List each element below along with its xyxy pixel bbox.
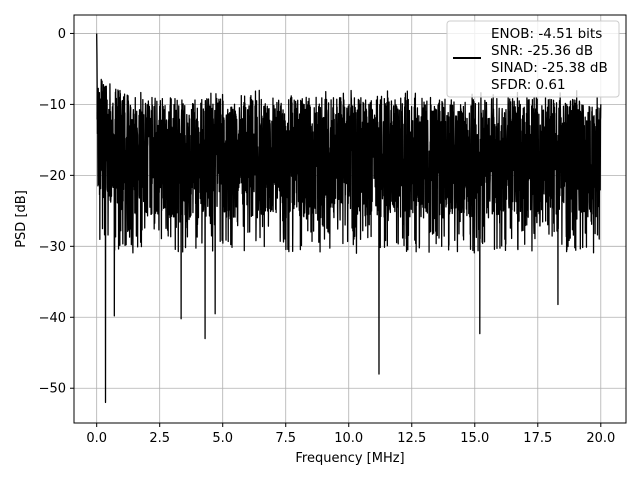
legend-entry-snr: SNR: -25.36 dB — [491, 43, 593, 59]
y-tick-label-4: −40 — [39, 311, 66, 326]
psd-line — [96, 33, 602, 404]
y-tick-label-3: −30 — [39, 240, 66, 255]
x-tick-label-4: 10.0 — [334, 431, 363, 446]
legend-entry-enob: ENOB: -4.51 bits — [491, 26, 602, 42]
legend-box — [446, 20, 620, 98]
legend-entry-sinad: SINAD: -25.38 dB — [491, 60, 608, 76]
x-axis-label: Frequency [MHz] — [295, 451, 404, 466]
x-tick-label-1: 2.5 — [149, 431, 170, 446]
x-tick-label-6: 15.0 — [460, 431, 489, 446]
series-psd — [96, 33, 602, 404]
y-tick-label-0: 0 — [58, 27, 66, 42]
y-axis-label: PSD [dB] — [14, 190, 29, 248]
x-tick-label-7: 17.5 — [523, 431, 552, 446]
x-tick-label-5: 12.5 — [397, 431, 426, 446]
legend-entry-sfdr: SFDR: 0.61 — [491, 77, 566, 93]
y-tick-label-1: −10 — [39, 98, 66, 113]
y-axis: 0 −10 −20 −30 −40 −50 — [39, 27, 74, 397]
x-tick-label-3: 7.5 — [275, 431, 296, 446]
legend: ENOB: -4.51 bits SNR: -25.36 dB SINAD: -… — [446, 20, 620, 98]
x-tick-label-2: 5.0 — [212, 431, 233, 446]
plot-frame — [73, 14, 627, 424]
x-tick-label-8: 20.0 — [586, 431, 615, 446]
x-axis: 0.0 2.5 5.0 7.5 10.0 12.5 15.0 17.5 20.0 — [86, 423, 615, 446]
x-tick-label-0: 0.0 — [86, 431, 107, 446]
y-tick-label-5: −50 — [39, 382, 66, 397]
y-tick-label-2: −20 — [39, 169, 66, 184]
